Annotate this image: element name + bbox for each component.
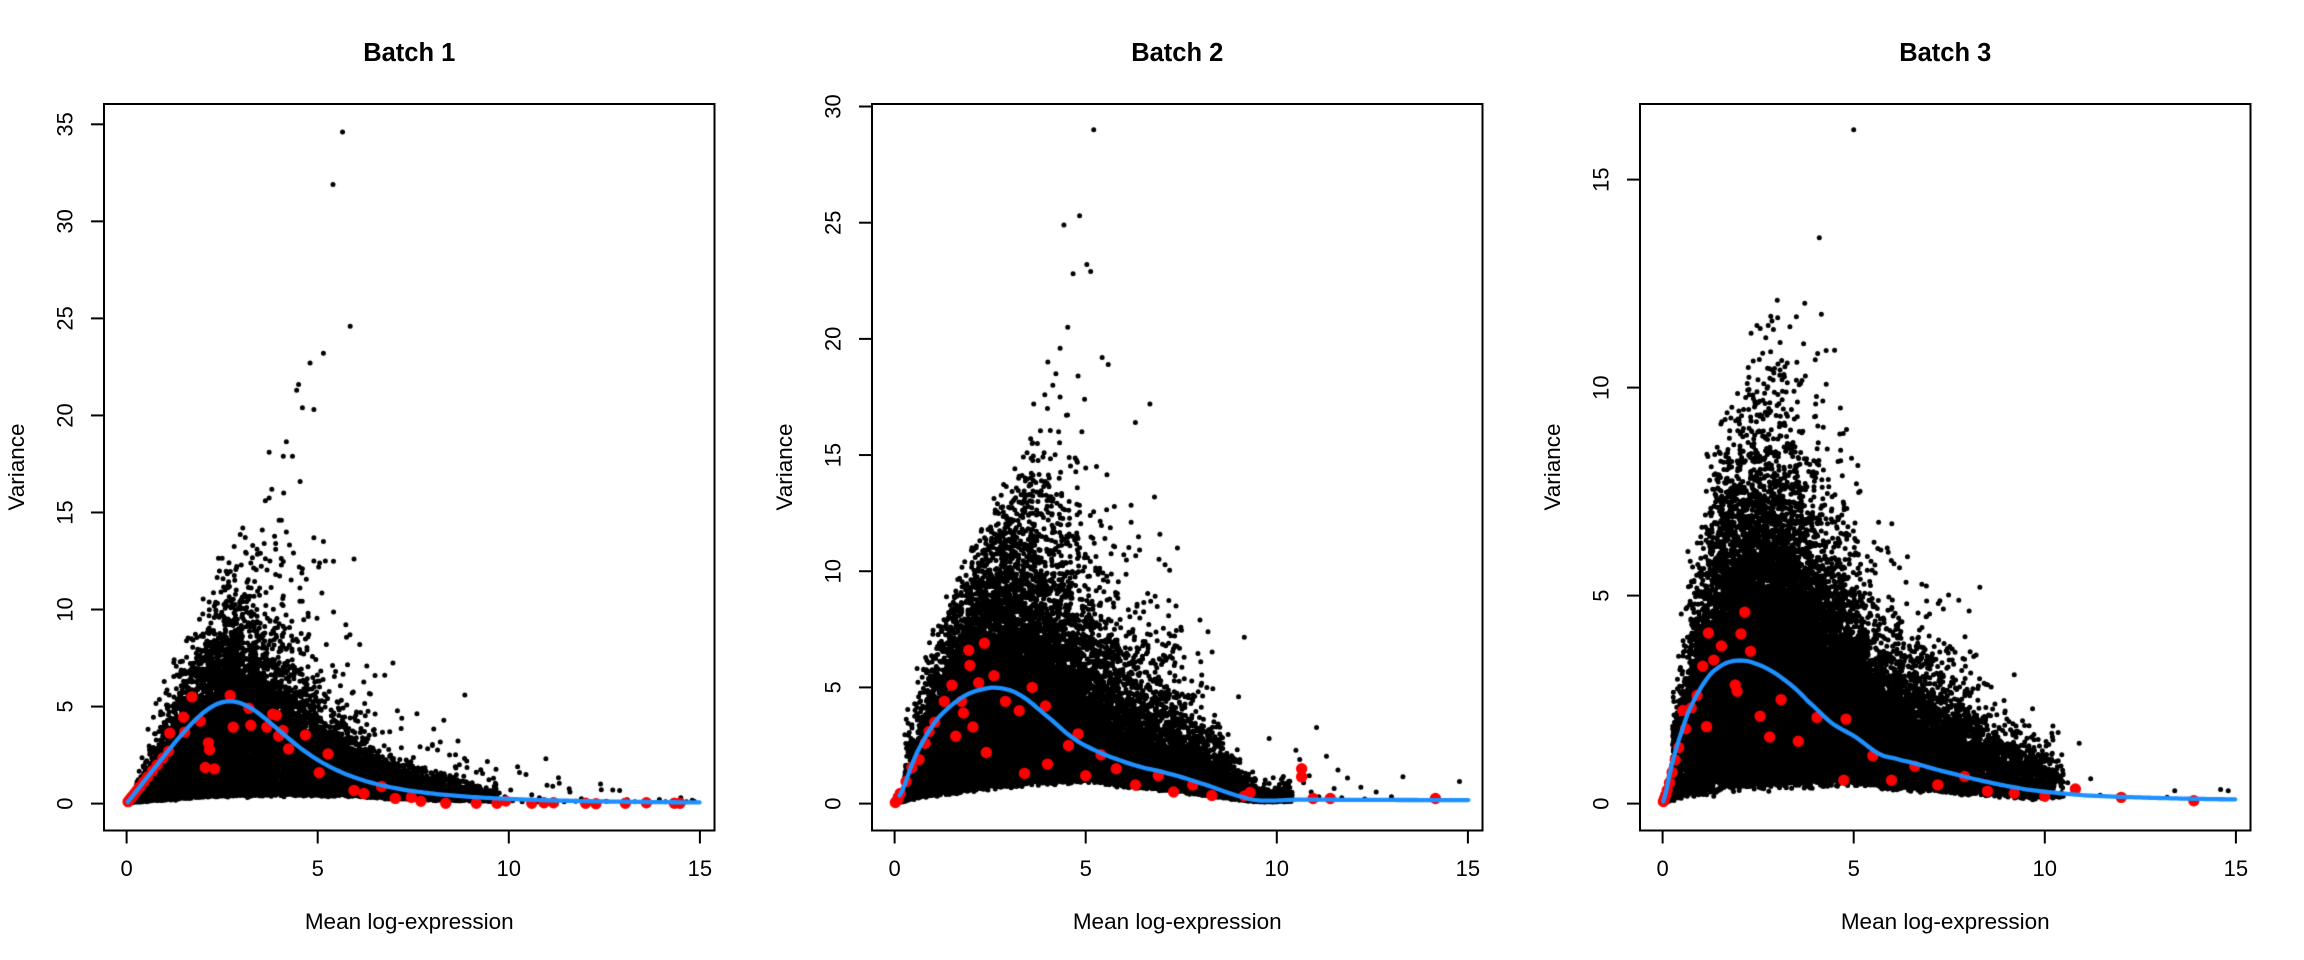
svg-text:10: 10 [821, 559, 846, 583]
svg-text:0: 0 [821, 797, 846, 809]
svg-text:30: 30 [53, 209, 78, 233]
svg-text:Mean log-expression: Mean log-expression [305, 909, 514, 934]
svg-text:Batch 3: Batch 3 [1899, 39, 1991, 67]
svg-text:20: 20 [821, 327, 846, 351]
svg-text:15: 15 [1589, 167, 1614, 191]
svg-text:10: 10 [53, 597, 78, 621]
svg-text:5: 5 [1848, 856, 1860, 881]
svg-text:0: 0 [120, 856, 132, 881]
svg-text:10: 10 [1589, 375, 1614, 399]
svg-text:10: 10 [497, 856, 521, 881]
svg-text:0: 0 [888, 856, 900, 881]
svg-text:5: 5 [821, 681, 846, 693]
svg-text:Batch 2: Batch 2 [1131, 39, 1223, 67]
svg-text:10: 10 [2033, 856, 2057, 881]
svg-text:20: 20 [53, 403, 78, 427]
svg-text:15: 15 [2224, 856, 2248, 881]
svg-text:35: 35 [53, 112, 78, 136]
svg-text:5: 5 [312, 856, 324, 881]
svg-text:5: 5 [1589, 589, 1614, 601]
svg-text:Variance: Variance [4, 423, 29, 510]
svg-text:Variance: Variance [1540, 423, 1565, 510]
svg-text:15: 15 [821, 443, 846, 467]
svg-text:15: 15 [1456, 856, 1480, 881]
svg-text:25: 25 [53, 306, 78, 330]
svg-text:0: 0 [1589, 797, 1614, 809]
svg-text:30: 30 [821, 94, 846, 118]
svg-text:0: 0 [53, 797, 78, 809]
svg-text:5: 5 [53, 700, 78, 712]
svg-text:25: 25 [821, 210, 846, 234]
svg-text:15: 15 [688, 856, 712, 881]
svg-text:5: 5 [1080, 856, 1092, 881]
svg-text:0: 0 [1656, 856, 1668, 881]
svg-text:Variance: Variance [772, 423, 797, 510]
svg-text:Mean log-expression: Mean log-expression [1073, 909, 1282, 934]
svg-text:15: 15 [53, 500, 78, 524]
svg-text:Mean log-expression: Mean log-expression [1841, 909, 2050, 934]
svg-text:Batch 1: Batch 1 [363, 39, 455, 67]
svg-text:10: 10 [1265, 856, 1289, 881]
